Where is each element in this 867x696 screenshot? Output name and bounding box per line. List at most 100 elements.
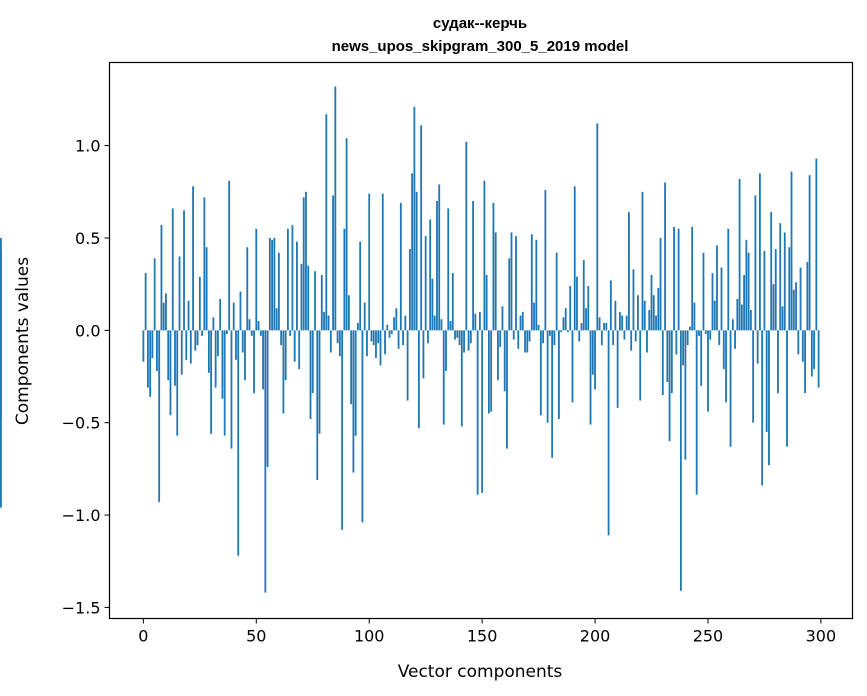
bar (792, 289, 795, 331)
bar (205, 247, 208, 331)
y-tick-label: 0.5 (75, 229, 100, 248)
bar (759, 173, 761, 331)
bar (406, 330, 409, 401)
bar (752, 330, 755, 423)
bar (616, 330, 619, 408)
bar (700, 330, 703, 386)
bar (585, 308, 587, 331)
bar (429, 219, 432, 331)
bar (379, 330, 382, 366)
bar (169, 330, 172, 416)
bar (393, 317, 395, 331)
bar (788, 247, 791, 331)
bar (176, 330, 179, 436)
bar (743, 274, 746, 331)
bar (381, 193, 384, 331)
bar (350, 330, 353, 405)
bar (716, 245, 718, 331)
bar (747, 252, 750, 331)
bar (815, 158, 818, 331)
bar (436, 201, 438, 331)
bar (539, 330, 542, 416)
bar (603, 322, 605, 331)
bar (600, 330, 603, 346)
bar (336, 330, 339, 344)
bar (433, 315, 436, 331)
bar (149, 330, 152, 397)
bar (201, 330, 203, 336)
bar (488, 330, 490, 414)
bar (765, 330, 768, 432)
bar (492, 202, 495, 331)
bar (142, 330, 145, 362)
bar (734, 330, 736, 349)
bar (417, 330, 420, 429)
bar (239, 291, 242, 331)
bar (648, 310, 651, 331)
x-tick-label: 300 (806, 627, 837, 646)
y-axis-ticks: −1.5 −1.0 −0.5 0.0 0.5 1.0 (62, 137, 110, 617)
bar (460, 330, 463, 427)
chart-title: судак--керчь (433, 15, 527, 32)
bar (650, 274, 653, 331)
y-tick-label: −0.5 (62, 414, 101, 433)
bar (264, 330, 267, 593)
bar (257, 321, 260, 331)
bar (185, 330, 188, 360)
bar (415, 191, 418, 331)
bar (506, 330, 508, 449)
bar (661, 330, 664, 395)
bar (718, 330, 721, 346)
bar (817, 330, 820, 388)
bar (318, 330, 321, 434)
bar (146, 330, 149, 388)
bar (740, 304, 743, 331)
bar (490, 330, 493, 412)
bar (178, 256, 181, 331)
bar (271, 239, 274, 331)
y-tick-label: 0.0 (75, 321, 100, 340)
plot-frame (108, 61, 854, 620)
bar (160, 225, 163, 331)
bar (499, 330, 502, 347)
bar (189, 330, 192, 364)
bar (219, 298, 222, 331)
bar (808, 175, 811, 331)
bar (314, 271, 316, 331)
bar (813, 330, 816, 370)
bar (210, 330, 213, 434)
bar (207, 330, 210, 373)
bar (171, 208, 174, 331)
bar (790, 171, 793, 331)
bar (458, 330, 461, 346)
bar (476, 330, 479, 495)
bar (709, 330, 712, 340)
bar (544, 189, 547, 331)
bar (196, 330, 199, 346)
bar (745, 239, 748, 331)
bar (614, 300, 617, 331)
bar (564, 308, 567, 331)
bar (707, 330, 709, 412)
bar (325, 114, 328, 331)
bar (573, 186, 576, 331)
bar (618, 311, 621, 331)
bar (596, 123, 599, 331)
bar (431, 278, 434, 331)
bar (501, 306, 504, 331)
bar (228, 180, 231, 331)
bar (508, 258, 511, 331)
bar (298, 330, 301, 370)
bar (187, 300, 190, 331)
bar (226, 330, 228, 335)
bar (528, 330, 531, 342)
bar (781, 306, 784, 331)
bar (345, 138, 348, 331)
bar (628, 212, 630, 331)
bar (637, 295, 639, 331)
bar (639, 330, 642, 401)
bar (183, 210, 185, 331)
bar (402, 330, 404, 346)
bar (230, 330, 233, 449)
